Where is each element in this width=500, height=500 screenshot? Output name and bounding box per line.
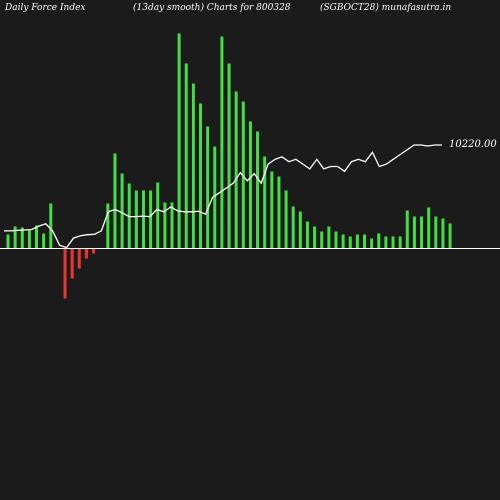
force-index-bar — [220, 36, 224, 249]
force-index-bar — [170, 202, 174, 249]
force-index-bar — [363, 234, 366, 249]
force-index-bar — [77, 248, 81, 269]
force-index-bar — [113, 153, 117, 249]
force-index-bar — [20, 227, 24, 249]
force-index-bar — [241, 101, 245, 249]
force-index-bar — [263, 156, 267, 249]
force-index-bar — [448, 223, 452, 249]
force-index-bar — [284, 190, 288, 249]
force-index-bar — [327, 226, 331, 249]
force-index-bar — [27, 230, 31, 249]
force-index-bar — [270, 171, 274, 249]
force-index-bar — [298, 211, 302, 249]
force-index-bar — [334, 231, 338, 249]
force-index-bar — [42, 233, 46, 249]
force-index-bar — [227, 63, 231, 249]
force-index-bar — [341, 234, 345, 249]
force-index-bar — [92, 248, 96, 254]
force-index-bar — [206, 126, 210, 249]
force-index-bar — [427, 207, 431, 249]
chart-title-right: (SGBOCT28) munafasutra.in — [320, 3, 452, 13]
force-index-bar — [248, 121, 252, 249]
force-index-bar — [120, 173, 124, 249]
force-index-bars — [6, 33, 452, 299]
force-index-bar — [370, 238, 374, 249]
force-index-bar — [441, 218, 445, 249]
force-index-bar — [234, 91, 238, 249]
force-index-bar — [184, 63, 188, 249]
force-index-bar — [63, 248, 67, 299]
force-index-bar — [13, 226, 17, 249]
last-value-label: 10220.00 — [449, 139, 497, 150]
force-index-bar — [398, 236, 402, 249]
force-index-bar — [177, 33, 181, 249]
force-index-bar — [6, 234, 10, 249]
force-index-bar — [70, 248, 74, 279]
force-index-bar — [49, 203, 53, 249]
force-index-bar — [141, 190, 145, 249]
force-index-bar — [405, 210, 409, 249]
force-index-bar — [305, 221, 309, 249]
force-index-bar — [412, 216, 416, 249]
force-index-bar — [256, 131, 260, 249]
force-index-bar — [84, 248, 88, 259]
force-index-bar — [213, 146, 217, 249]
force-index-bar — [156, 182, 160, 249]
force-index-bar — [391, 236, 395, 249]
force-index-bar — [434, 216, 438, 249]
force-index-bar — [35, 225, 39, 249]
force-index-bar — [420, 216, 424, 249]
force-index-bar — [277, 176, 281, 249]
chart-title-center: (13day smooth) Charts for 800328 — [133, 3, 291, 13]
force-index-bar — [313, 226, 317, 249]
force-index-bar — [320, 231, 324, 249]
force-index-bar — [355, 234, 359, 249]
force-index-bar — [199, 103, 203, 249]
force-index-bar — [384, 236, 388, 249]
force-index-bar — [377, 233, 381, 249]
force-index-bar — [348, 236, 352, 249]
force-index-bar — [149, 190, 153, 249]
force-index-bar — [191, 83, 195, 249]
force-index-bar — [106, 203, 110, 249]
chart-title-left: Daily Force Index — [5, 3, 86, 13]
force-index-bar — [134, 190, 138, 249]
force-index-bar — [291, 206, 295, 249]
force-index-bar — [163, 202, 167, 249]
price-line — [4, 144, 442, 249]
